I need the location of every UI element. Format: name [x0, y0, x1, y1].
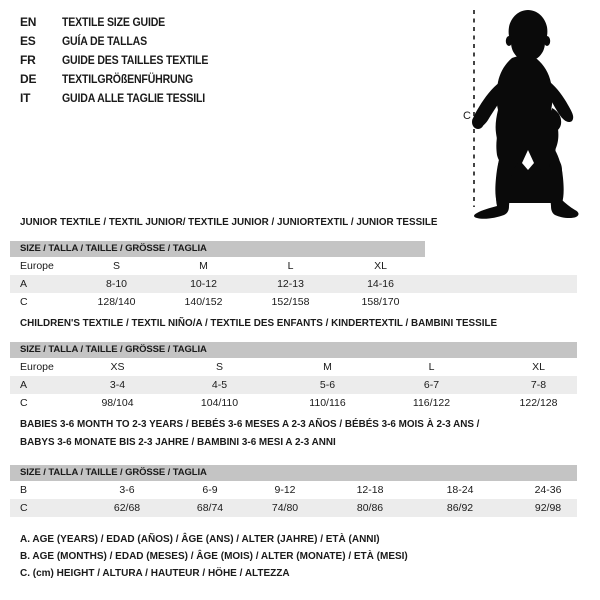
- svg-text:C: C: [463, 110, 471, 122]
